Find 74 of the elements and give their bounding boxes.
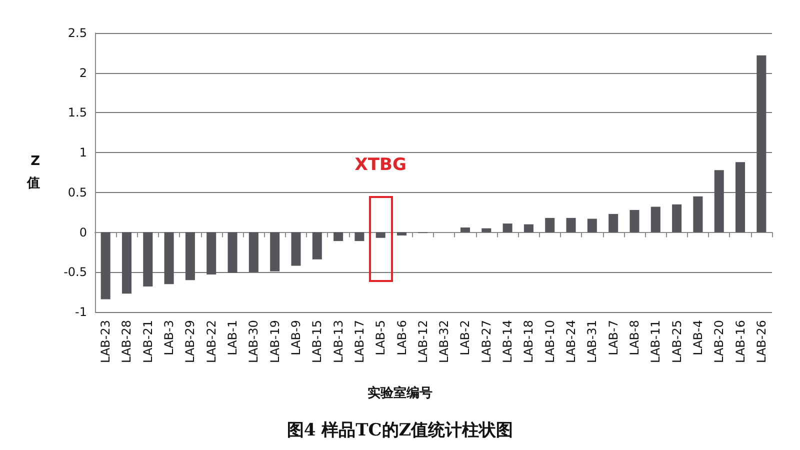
bar bbox=[630, 210, 640, 232]
y-tick-label: 1.5 bbox=[68, 106, 87, 120]
bar bbox=[185, 232, 195, 280]
y-tick-label: 1 bbox=[79, 146, 87, 160]
bar bbox=[502, 224, 512, 232]
bar bbox=[164, 232, 174, 284]
bar bbox=[206, 232, 216, 275]
bar bbox=[545, 218, 555, 232]
x-tick-label: LAB-28 bbox=[120, 320, 134, 364]
x-tick-label: LAB-11 bbox=[648, 320, 663, 364]
y-tick-label: 2 bbox=[79, 66, 87, 80]
y-tick-label: -0.5 bbox=[64, 265, 87, 280]
x-tick-label: LAB-7 bbox=[606, 320, 620, 356]
bar bbox=[312, 232, 322, 260]
x-tick-label: LAB-25 bbox=[670, 320, 684, 364]
bar bbox=[736, 162, 746, 232]
x-tick-label: LAB-26 bbox=[754, 320, 768, 364]
bar bbox=[756, 55, 766, 232]
x-tick-label: LAB-5 bbox=[374, 320, 388, 356]
bar bbox=[291, 232, 301, 266]
y-tick-label: -1 bbox=[75, 305, 87, 319]
x-tick-label: LAB-2 bbox=[458, 320, 472, 356]
x-tick-label: LAB-23 bbox=[98, 320, 113, 364]
bar bbox=[587, 218, 597, 232]
x-tick-label: LAB-15 bbox=[310, 320, 324, 364]
x-axis-title: 实验室编号 bbox=[368, 385, 432, 401]
x-tick-label: LAB-12 bbox=[416, 320, 430, 364]
x-tick-label: LAB-21 bbox=[140, 320, 155, 364]
x-tick-label: LAB-14 bbox=[500, 320, 515, 364]
y-axis-title: Z 值 bbox=[26, 154, 40, 191]
x-tick-label: LAB-19 bbox=[268, 320, 282, 364]
bar bbox=[100, 232, 110, 300]
x-tick-label: LAB-24 bbox=[564, 320, 578, 364]
bar bbox=[122, 232, 132, 294]
x-tick-label: LAB-4 bbox=[690, 320, 705, 356]
x-tick-label: LAB-3 bbox=[162, 320, 176, 356]
y-tick-label: 0.5 bbox=[68, 185, 87, 200]
x-tick-label: LAB-30 bbox=[246, 320, 261, 364]
x-tick-label: LAB-1 bbox=[226, 320, 240, 356]
x-tick-label: LAB-29 bbox=[183, 320, 198, 364]
bar bbox=[714, 170, 724, 232]
bar bbox=[228, 232, 238, 273]
text: 图4 样品TC的Z值统计柱状图 bbox=[286, 420, 514, 440]
y-tick-label: 0 bbox=[79, 225, 87, 240]
bar bbox=[334, 232, 344, 242]
bar bbox=[566, 218, 576, 232]
bar bbox=[693, 196, 703, 232]
bar bbox=[143, 232, 153, 286]
x-tick-label: LAB-9 bbox=[288, 320, 303, 356]
bar bbox=[608, 214, 618, 232]
bar bbox=[248, 232, 258, 272]
bar bbox=[672, 204, 682, 232]
bar bbox=[354, 232, 364, 242]
bar bbox=[270, 232, 280, 272]
x-tick-label: LAB-32 bbox=[437, 320, 452, 364]
x-tick-label: LAB-16 bbox=[733, 320, 748, 364]
x-tick-label: LAB-13 bbox=[331, 320, 346, 364]
x-tick-label: LAB-31 bbox=[585, 320, 600, 364]
x-tick-label: LAB-20 bbox=[712, 320, 726, 364]
x-tick-label: LAB-22 bbox=[204, 320, 218, 364]
x-tick-label: LAB-27 bbox=[479, 320, 494, 364]
x-tick-label: LAB-18 bbox=[522, 320, 536, 364]
x-tick-label: LAB-8 bbox=[627, 320, 642, 356]
y-tick-label: 2.5 bbox=[68, 26, 87, 40]
bar bbox=[482, 228, 492, 232]
bar bbox=[376, 232, 386, 238]
bar bbox=[397, 232, 407, 236]
bar bbox=[460, 228, 470, 232]
bar bbox=[650, 206, 660, 232]
x-tick-label: LAB-10 bbox=[542, 320, 557, 364]
bar bbox=[524, 224, 534, 232]
x-tick-label: LAB-6 bbox=[394, 320, 409, 356]
annotation: XTBG bbox=[354, 154, 406, 175]
x-tick-label: LAB-17 bbox=[352, 320, 366, 364]
